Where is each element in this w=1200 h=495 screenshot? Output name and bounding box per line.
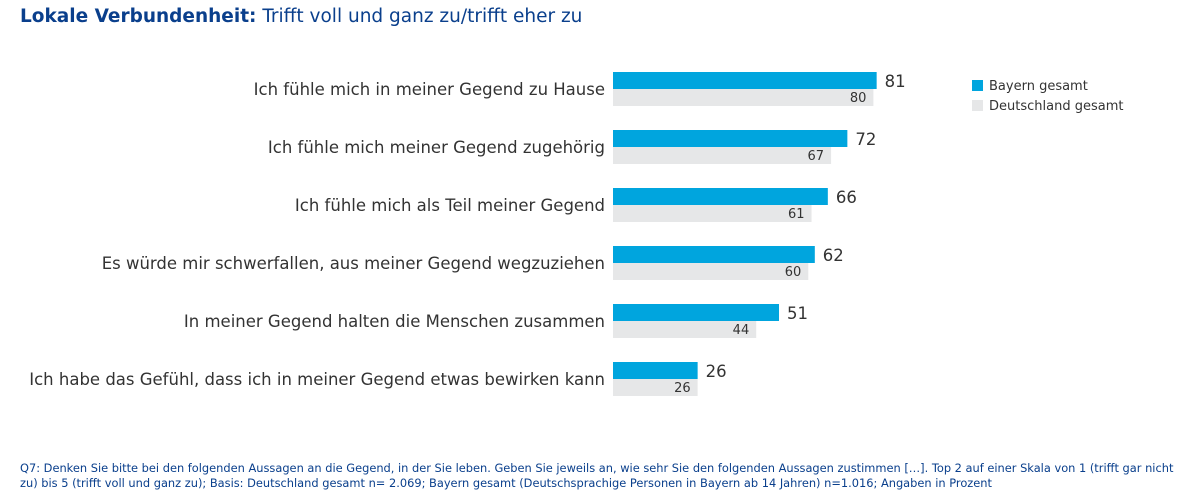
legend-swatch	[972, 100, 983, 111]
value-label-deutschland: 44	[733, 323, 750, 338]
bar-bayern	[613, 72, 877, 89]
bar-bayern	[613, 130, 848, 147]
bar-bayern	[613, 246, 815, 263]
category-label: Ich habe das Gefühl, dass ich in meiner …	[29, 370, 605, 389]
bar-bayern	[613, 188, 828, 205]
category-label: In meiner Gegend halten die Menschen zus…	[184, 312, 605, 331]
bar-deutschland	[613, 379, 698, 396]
category-label: Ich fühle mich als Teil meiner Gegend	[295, 196, 605, 215]
footnote: Q7: Denken Sie bitte bei den folgenden A…	[20, 461, 1174, 490]
bar-deutschland	[613, 147, 832, 164]
value-label-deutschland: 61	[788, 207, 805, 222]
bar-bayern	[613, 362, 698, 379]
value-label-deutschland: 26	[674, 381, 691, 396]
category-label: Ich fühle mich meiner Gegend zugehörig	[268, 138, 605, 157]
value-label-deutschland: 80	[850, 91, 867, 106]
category-label: Ich fühle mich in meiner Gegend zu Hause	[254, 80, 605, 99]
value-label-bayern: 72	[855, 130, 876, 149]
value-label-deutschland: 60	[785, 265, 802, 280]
bar-deutschland	[613, 263, 809, 280]
bar-deutschland	[613, 89, 874, 106]
value-label-deutschland: 67	[808, 149, 825, 164]
bar-deutschland	[613, 205, 812, 222]
value-label-bayern: 51	[787, 304, 808, 323]
value-label-bayern: 81	[885, 72, 906, 91]
bar-deutschland	[613, 321, 757, 338]
bar-bayern	[613, 304, 780, 321]
value-label-bayern: 26	[706, 362, 727, 381]
category-label: Es würde mir schwerfallen, aus meiner Ge…	[102, 254, 605, 273]
chart-title-rest: Trifft voll und ganz zu/trifft eher zu	[262, 6, 583, 27]
chart-title-bold: Lokale Verbundenheit:	[20, 6, 257, 27]
bar-chart: Ich fühle mich in meiner Gegend zu Hause…	[29, 72, 1123, 396]
legend-label: Deutschland gesamt	[989, 99, 1123, 114]
value-label-bayern: 66	[836, 188, 857, 207]
legend-label: Bayern gesamt	[989, 79, 1088, 94]
legend-swatch	[972, 80, 983, 91]
value-label-bayern: 62	[823, 246, 844, 265]
chart-title: Lokale Verbundenheit: Trifft voll und ga…	[20, 6, 582, 27]
